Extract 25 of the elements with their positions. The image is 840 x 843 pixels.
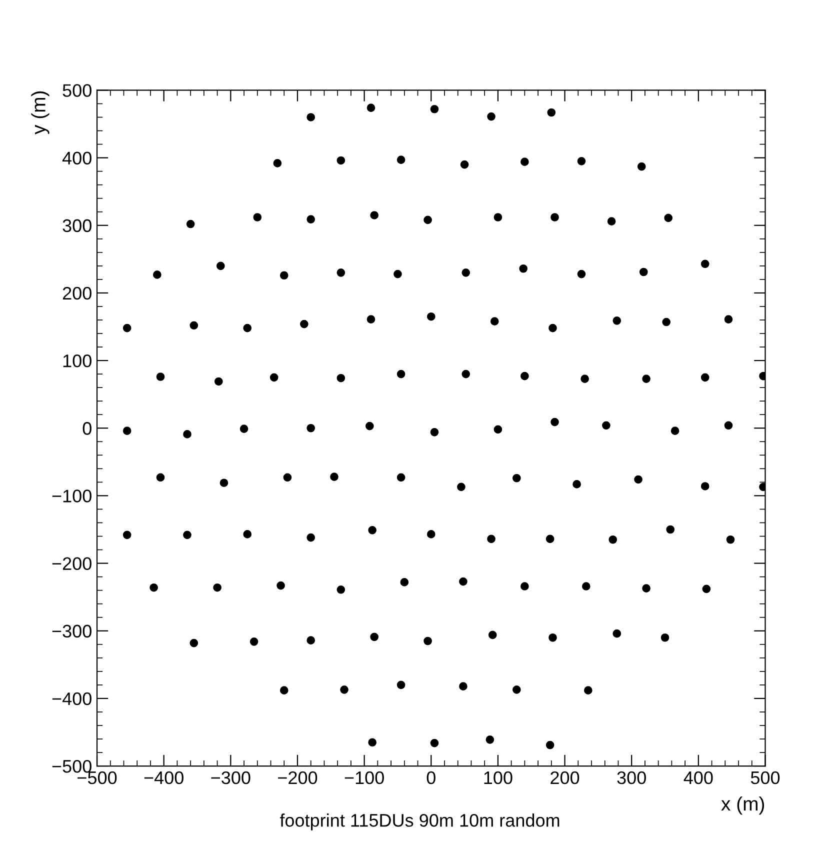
x-tick-label: 0 [426, 771, 436, 784]
y-tick-label: −200 [52, 557, 92, 570]
x-tick-label: 400 [684, 771, 713, 784]
y-axis-title: y (m) [31, 91, 50, 134]
y-tick-label: 300 [62, 219, 92, 232]
x-tick-label: −100 [344, 771, 384, 784]
x-axis-title: x (m) [721, 796, 764, 815]
y-tick-label: −100 [52, 490, 92, 502]
y-tick-label: −400 [52, 692, 92, 706]
x-tick-label: −400 [144, 771, 184, 784]
y-tick-label: −300 [52, 624, 92, 638]
x-tick-label: 100 [484, 771, 512, 784]
x-tick-label: 500 [750, 771, 780, 784]
x-tick-label: −200 [278, 771, 318, 784]
y-tick-label: 100 [63, 354, 92, 368]
y-tick-label: −500 [52, 760, 92, 773]
text: footprint 115DUs 90m 10m random [280, 814, 560, 830]
x-tick-label: −300 [211, 771, 250, 784]
y-tick-label: 0 [82, 422, 92, 435]
y-tick-label: 400 [62, 152, 92, 165]
x-tick-label: 300 [617, 771, 646, 784]
y-tick-label: 500 [62, 84, 92, 97]
y-tick-label: 200 [62, 286, 92, 300]
x-tick-label: 200 [550, 771, 580, 784]
x-tick-label: −500 [78, 771, 117, 784]
